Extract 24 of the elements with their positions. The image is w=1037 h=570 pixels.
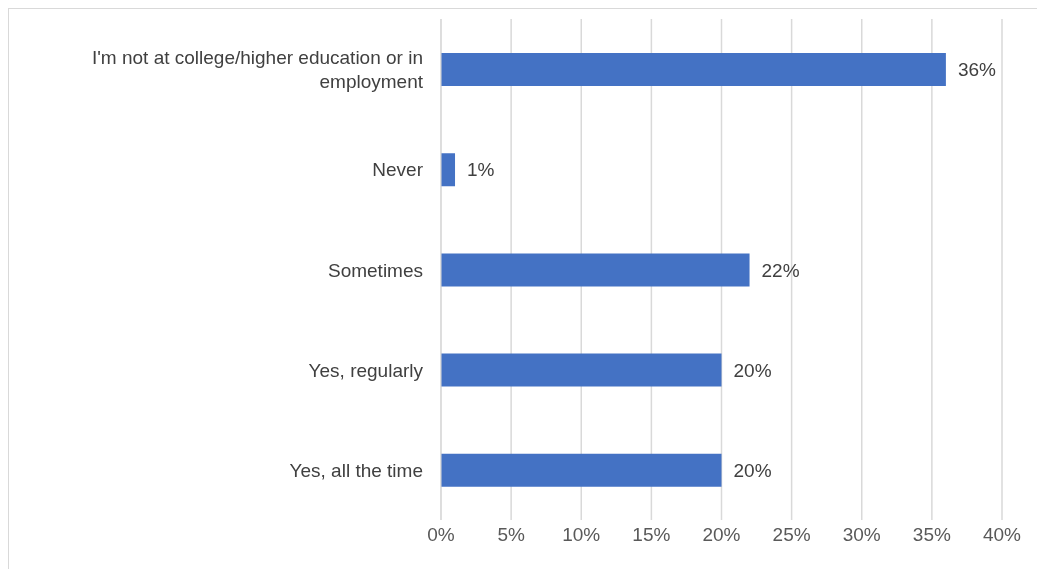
x-tick-label: 10% [562,524,601,546]
y-tick-label: Yes, regularly [308,359,424,381]
bar [441,253,750,287]
x-tick-label: 0% [427,524,455,546]
x-tick-label: 25% [772,524,811,546]
x-tick-label: 20% [702,524,741,546]
bar [441,353,722,387]
x-tick-label: 30% [842,524,881,546]
data-label: 36% [957,59,997,81]
x-tick-label: 35% [912,524,951,546]
y-tick-label: Sometimes [327,259,423,280]
data-label: 1% [467,159,495,181]
bar [441,453,722,487]
data-label: 20% [733,460,772,482]
data-label: 22% [761,259,800,281]
y-tick-label: I'm not at college/higher education or in employment [91,46,424,92]
data-label: 20% [733,359,772,381]
x-tick-label: 40% [982,524,1022,546]
bar [441,53,946,86]
x-tick-label: 5% [497,524,525,546]
bar [441,153,456,187]
y-tick-label: Never [372,158,424,180]
x-tick-label: 15% [632,524,671,546]
y-tick-label: Yes, all the time [289,459,423,481]
